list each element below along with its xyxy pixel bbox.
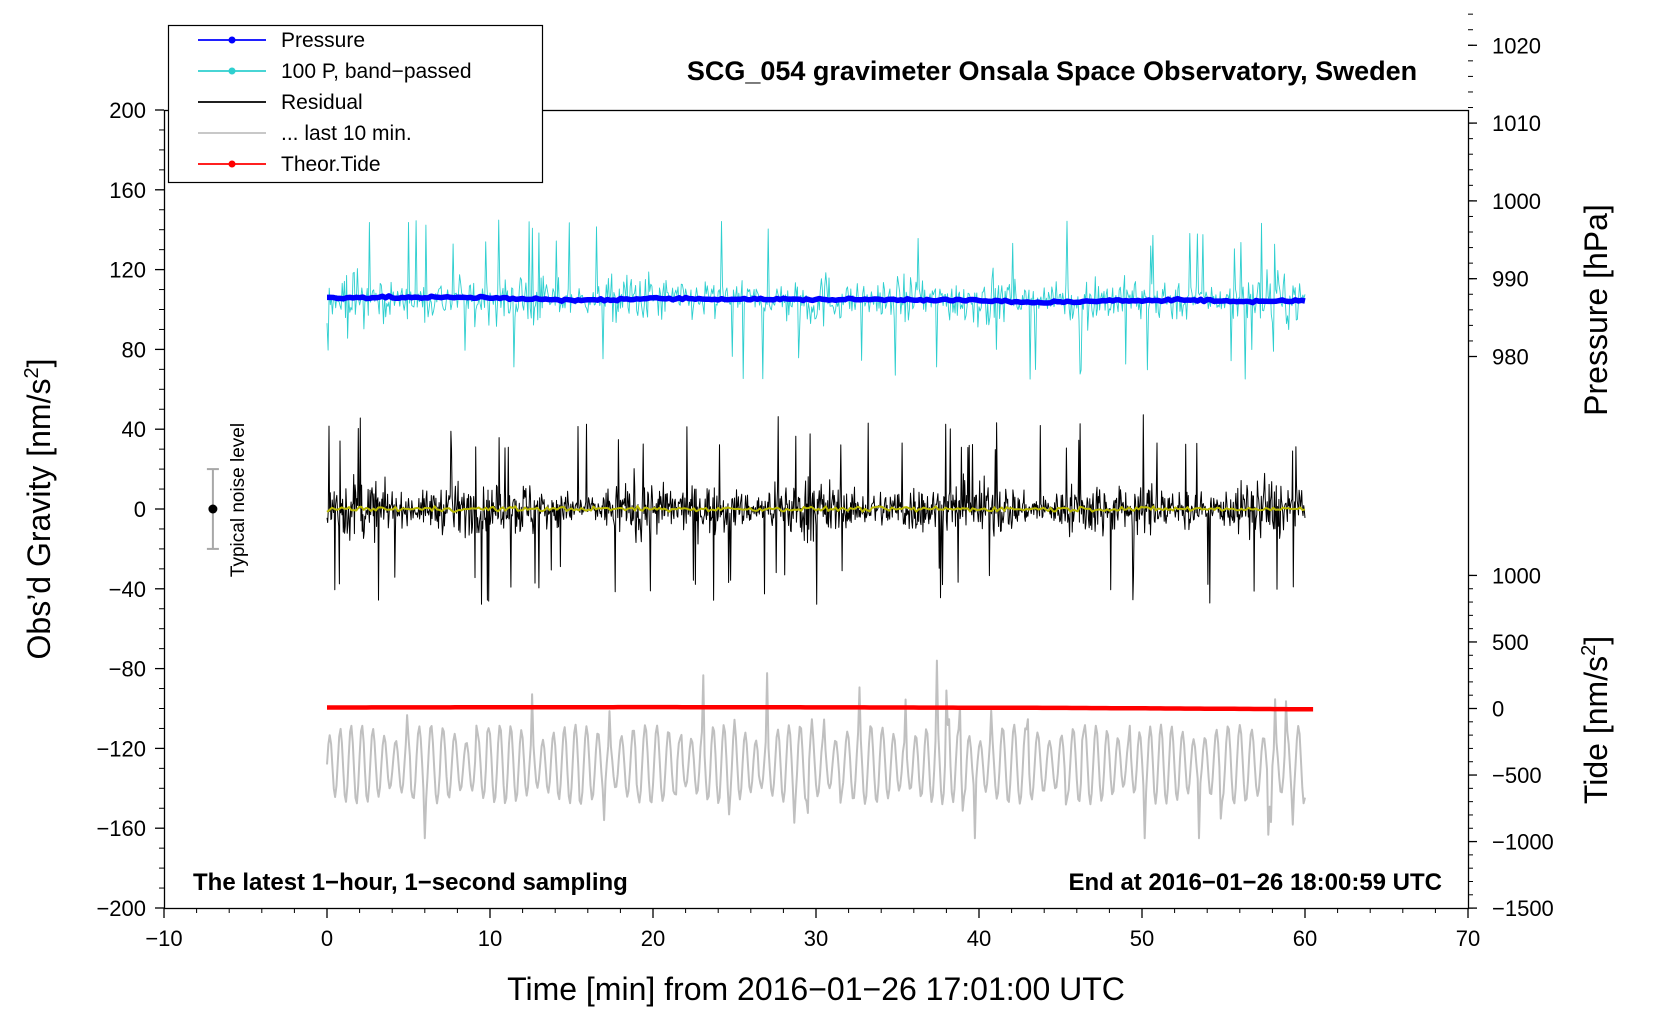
y-tick-label: 0 (134, 497, 146, 522)
tide-axis-tick-label: 500 (1492, 630, 1529, 655)
y-tick-label: −120 (96, 736, 146, 761)
tide-axis-tick-label: −500 (1492, 763, 1542, 788)
series-layer (326, 219, 1314, 840)
pressure-axis-tick-label: 1000 (1492, 189, 1541, 214)
legend-label: Residual (281, 91, 363, 114)
x-tick-label: 10 (478, 926, 502, 951)
y-axis-title-main: Obs’d Gravity [nm/s (21, 379, 57, 660)
y-tick-label: −200 (96, 896, 146, 921)
chart-title: SCG_054 gravimeter Onsala Space Observat… (687, 56, 1417, 86)
legend-label: Theor.Tide (281, 153, 381, 176)
x-tick-label: 20 (641, 926, 665, 951)
x-tick-label: 60 (1293, 926, 1317, 951)
series-100-p-band-passed (326, 219, 1306, 380)
tide-axis-title-sup: 2 (1578, 645, 1600, 656)
legend-marker (228, 67, 236, 75)
axes-layer: −10 0 10 20 30 40 50 60 70−200−160−120−80−400408… (96, 13, 1554, 951)
y-axis-title-end: ] (21, 359, 57, 368)
series-residual-smoothed (326, 505, 1306, 513)
tide-axis-title-end: ] (1578, 636, 1614, 645)
legend-marker (228, 36, 236, 44)
series-theor-tide (327, 704, 1314, 712)
x-tick-label: −10 (145, 926, 182, 951)
y-tick-label: −160 (96, 816, 146, 841)
legend: Pressure 100 P, band−passed Residual ... la… (167, 24, 544, 184)
pressure-axis-tick-label: 990 (1492, 267, 1529, 292)
series-pressure (327, 293, 1306, 306)
tide-axis-title-main: Tide [nm/s (1578, 656, 1614, 804)
x-tick-label: 40 (967, 926, 991, 951)
y-axis-title: Obs’d Gravity [nm/s2] (21, 359, 57, 660)
pressure-axis-tick-label: 1020 (1492, 33, 1541, 58)
tide-axis-tick-label: −1500 (1492, 896, 1554, 921)
y-tick-label: −40 (109, 577, 146, 602)
y-tick-label: 160 (109, 178, 146, 203)
pressure-axis-tick-label: 980 (1492, 345, 1529, 370)
legend-box (167, 24, 544, 184)
tide-axis-tick-label: 1000 (1492, 563, 1541, 588)
y-axis-title-sup: 2 (21, 367, 43, 378)
tide-axis-tick-label: −1000 (1492, 830, 1554, 855)
annotation-bottom-left: The latest 1−hour, 1−second sampling (193, 869, 628, 896)
noise-indicator: Typical noise level (206, 423, 249, 577)
x-tick-label: 70 (1456, 926, 1480, 951)
x-tick-label: 0 (321, 926, 333, 951)
pressure-axis-tick-label: 1010 (1492, 111, 1541, 136)
noise-bar-dot (208, 504, 218, 514)
annotation-bottom-right: End at 2016−01−26 18:00:59 UTC (1068, 869, 1442, 896)
legend-label: Pressure (281, 29, 365, 52)
y-tick-label: 120 (109, 258, 146, 283)
y-tick-label: 80 (122, 337, 146, 362)
x-tick-label: 50 (1130, 926, 1154, 951)
y-tick-label: −80 (109, 657, 146, 682)
legend-label: ... last 10 min. (281, 122, 412, 145)
legend-marker (228, 160, 236, 168)
y-tick-label: 200 (109, 98, 146, 123)
x-axis-title: Time [min] from 2016−01−26 17:01:00 UTC (507, 971, 1125, 1007)
series-residual (326, 414, 1306, 605)
x-tick-label: 30 (804, 926, 828, 951)
legend-label: 100 P, band−passed (281, 60, 472, 83)
y-tick-label: 40 (122, 417, 146, 442)
noise-label: Typical noise level (228, 423, 249, 577)
pressure-axis-title: Pressure [hPa] (1578, 204, 1614, 416)
tide-axis-tick-label: 0 (1492, 697, 1504, 722)
series--last-10-min- (326, 659, 1306, 840)
tide-axis-title: Tide [nm/s2] (1578, 636, 1614, 804)
